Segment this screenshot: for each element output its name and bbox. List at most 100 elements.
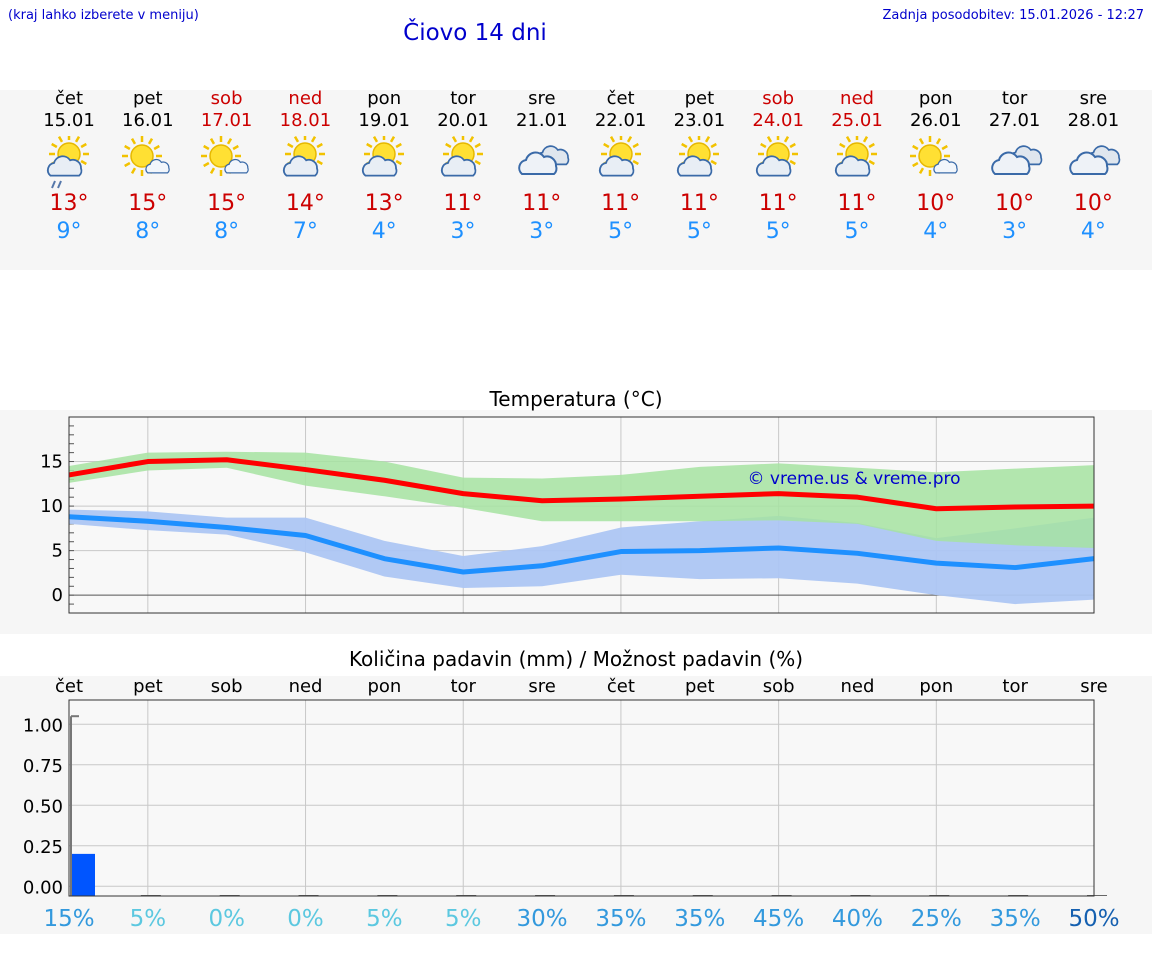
max-temp: 11° — [443, 191, 483, 216]
page-title: Čiovo 14 dni — [403, 20, 547, 46]
min-temp: 7° — [292, 219, 318, 244]
date-label: 28.01 — [1067, 110, 1120, 131]
weather-icon-box — [817, 132, 897, 190]
day-label: pon — [367, 676, 401, 697]
min-temp: 5° — [608, 219, 634, 244]
date-label: 20.01 — [437, 110, 489, 131]
forecast-day: pet 23.01 11° 5° — [659, 88, 739, 246]
precip-probability: 40% — [832, 906, 883, 932]
date-label: 18.01 — [279, 110, 332, 131]
date-label: 16.01 — [122, 110, 174, 131]
max-temp: 10° — [995, 191, 1035, 216]
forecast-day: čet 15.01 13° 9° — [29, 88, 109, 246]
temperature-chart: 0 5 10 15 © vreme.us & vreme.pro — [40, 416, 1095, 614]
max-temp-line — [68, 457, 1095, 512]
precip-probability: 30% — [517, 906, 568, 932]
precip-probability: 5% — [366, 906, 403, 932]
y-tick-label: 10 — [40, 496, 63, 517]
min-temp: 9° — [56, 219, 82, 244]
date-label: 23.01 — [673, 110, 726, 131]
day-label: pet — [133, 676, 163, 697]
forecast-day: pon 26.01 10° 4° — [896, 88, 976, 246]
precip-probability: 35% — [595, 906, 646, 932]
y-tick-label: 0.00 — [23, 877, 63, 898]
weather-icon-box — [975, 132, 1055, 190]
precip-bar — [70, 853, 95, 896]
weather-icon-box — [187, 132, 267, 190]
forecast-band — [0, 90, 1152, 270]
partly-cloudy-drizzle-icon — [46, 136, 89, 189]
precip-probability: 5% — [130, 906, 167, 932]
max-temp: 13° — [49, 191, 89, 216]
partly-cloudy-icon — [440, 136, 483, 177]
partly-cloudy-icon — [283, 136, 326, 177]
precip-probability: 25% — [911, 906, 962, 932]
cloud-shape — [517, 151, 558, 175]
date-label: 17.01 — [200, 110, 253, 131]
cloud-shape — [677, 155, 713, 177]
sun-small-cloud-icon — [121, 136, 170, 176]
max-temp: 10° — [916, 191, 956, 216]
day-label: tor — [1002, 676, 1028, 697]
cloudy-icon — [1069, 145, 1121, 175]
partly-cloudy-icon — [756, 136, 799, 177]
weekday-label: sob — [210, 88, 243, 109]
y-tick-label: 15 — [40, 452, 63, 473]
precip-probability: 35% — [674, 906, 725, 932]
weekday-label: sre — [1079, 88, 1108, 109]
forecast-day: sob 17.01 15° 8° — [187, 88, 267, 246]
partly-cloudy-icon — [598, 136, 641, 177]
min-temp: 3° — [1002, 219, 1028, 244]
forecast-day: pet 16.01 15° 8° — [108, 88, 188, 246]
date-label: 27.01 — [988, 110, 1041, 131]
cloud-shape — [223, 158, 249, 174]
weather-icon-box — [423, 132, 503, 190]
y-tick-label: 5 — [52, 541, 63, 562]
cloud-shape — [933, 158, 958, 174]
day-label: ned — [841, 676, 875, 697]
precip-probability: 45% — [753, 906, 804, 932]
y-tick-label: 0 — [52, 585, 63, 606]
weather-icon-box — [659, 132, 739, 190]
precipitation-chart: 0.00 0.25 0.50 0.75 1.00 čet pet sob ned pon tor sr… — [23, 676, 1120, 932]
precip-probability: 15% — [43, 906, 94, 932]
cloud-shape — [362, 155, 398, 177]
cloud-shape — [283, 155, 319, 177]
forecast-row: čet 15.01 13° 9° pet 16.01 15° 8° sob 17.01 15° 8° n… — [0, 88, 1152, 268]
y-tick-label: 0.75 — [23, 756, 63, 777]
max-temp: 15° — [207, 191, 247, 216]
sun-small-cloud-icon — [909, 136, 958, 176]
weekday-label: pet — [133, 88, 163, 109]
weather-icon-box — [344, 132, 424, 190]
precip-probability: 35% — [990, 906, 1041, 932]
max-temp: 11° — [758, 191, 798, 216]
weather-icon-box — [738, 132, 818, 190]
min-temp: 8° — [135, 219, 161, 244]
weekday-label: pon — [367, 88, 402, 109]
partly-cloudy-icon — [362, 136, 405, 177]
date-label: 21.01 — [516, 110, 568, 131]
max-temp: 10° — [1073, 191, 1113, 216]
min-temp: 8° — [214, 219, 240, 244]
weekday-label: čet — [54, 88, 84, 109]
forecast-day: tor 20.01 11° 3° — [423, 88, 503, 246]
min-temp-line — [68, 514, 1095, 575]
cloudy-icon — [517, 145, 570, 175]
plot-area — [69, 700, 1094, 896]
partly-cloudy-icon — [834, 136, 877, 177]
precip-chart-title: Količina padavin (mm) / Možnost padavin … — [348, 647, 804, 671]
forecast-day: ned 18.01 14° 7° — [265, 88, 345, 246]
min-temp: 4° — [1080, 219, 1106, 244]
precip-probability: 50% — [1068, 906, 1119, 932]
weather-icon-box — [896, 132, 976, 190]
forecast-day: sob 24.01 11° 5° — [738, 88, 818, 246]
forecast-day: sre 21.01 11° 3° — [502, 88, 582, 246]
weekday-label: ned — [840, 88, 874, 109]
day-label: ned — [289, 676, 323, 697]
min-temp: 3° — [450, 219, 476, 244]
forecast-day: tor 27.01 10° 3° — [975, 88, 1055, 246]
precip-probability: 0% — [287, 906, 324, 932]
cloud-shape — [834, 155, 871, 177]
weather-icon-box — [265, 132, 345, 190]
day-label: sob — [763, 676, 795, 697]
